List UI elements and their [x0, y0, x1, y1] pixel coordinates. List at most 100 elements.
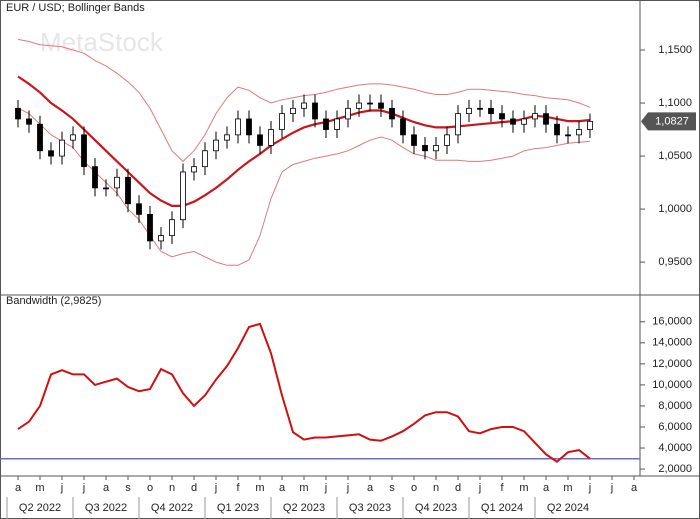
x-tick-label: m [563, 482, 572, 494]
bandwidth-line [17, 322, 591, 463]
candle-body [356, 102, 362, 109]
candle-body [48, 150, 54, 157]
candle-body [367, 102, 373, 105]
candle-body [466, 107, 472, 115]
candle-body [400, 118, 406, 136]
candle-body [422, 145, 428, 152]
candle-body [290, 107, 296, 115]
candle-body [444, 134, 450, 146]
candle-body [70, 134, 76, 141]
y-tick-label: 1,1000 [658, 97, 692, 109]
x-tick-label: a [543, 482, 550, 494]
candle-body [268, 129, 274, 146]
candle-body [26, 118, 32, 125]
candle-body [147, 213, 153, 242]
last-price-label: 1,0827 [655, 115, 689, 127]
x-tick-label: a [279, 482, 286, 494]
x-tick-label: n [433, 482, 439, 494]
quarter-label: Q3 2023 [349, 502, 391, 514]
candle-body [323, 118, 329, 130]
x-tick-label: j [346, 482, 349, 494]
candle-body [565, 134, 571, 137]
candle-body [103, 187, 109, 190]
x-tick-label: j [588, 482, 591, 494]
candle-body [191, 166, 197, 173]
quarter-label: Q2 2022 [19, 502, 61, 514]
candle-body [477, 107, 483, 110]
quarter-label: Q2 2023 [283, 502, 325, 514]
panel-title: Bandwidth (2,9825) [6, 295, 101, 307]
candle-body [455, 113, 461, 136]
candle-body [279, 113, 285, 130]
quarter-label: Q2 2024 [547, 502, 589, 514]
candle-body [488, 107, 494, 115]
x-tick-label: a [367, 482, 374, 494]
x-tick-label: o [411, 482, 417, 494]
candle-body [213, 139, 219, 152]
candle-body [246, 118, 252, 136]
y-tick-label: 8,0000 [658, 400, 692, 412]
quarter-label: Q4 2022 [151, 502, 193, 514]
x-tick-label: s [125, 482, 131, 494]
candle-body [312, 102, 318, 120]
candle-body [59, 139, 65, 157]
candle-body [235, 118, 241, 136]
candle-body [521, 118, 527, 125]
candle-body [499, 113, 505, 120]
candle-body [180, 171, 186, 221]
chart-title: EUR / USD; Bollinger Bands [6, 2, 145, 14]
x-tick-label: a [15, 482, 22, 494]
quarter-label: Q1 2023 [217, 502, 259, 514]
x-tick-label: o [147, 482, 153, 494]
candle-body [532, 113, 538, 120]
candle-body [158, 235, 164, 242]
candle-body [114, 176, 120, 189]
candle-body [334, 118, 340, 130]
candle-body [224, 134, 230, 141]
y-tick-label: 1,0500 [658, 150, 692, 162]
x-tick-label: j [610, 482, 613, 494]
candle-body [92, 166, 98, 189]
x-tick-label: m [35, 482, 44, 494]
x-tick-label: d [191, 482, 197, 494]
watermark: MetaStock [40, 27, 164, 57]
candle-body [257, 134, 263, 146]
x-tick-label: a [103, 482, 110, 494]
y-tick-label: 1,1500 [658, 44, 692, 56]
candle-body [125, 176, 131, 205]
candle-body [554, 123, 560, 136]
band-line [17, 75, 591, 207]
y-tick-label: 12,0000 [652, 358, 692, 370]
x-tick-label: m [255, 482, 264, 494]
candle-body [411, 134, 417, 146]
y-tick-label: 2,0000 [658, 463, 692, 475]
x-tick-label: f [500, 482, 504, 494]
candle-body [136, 203, 142, 215]
quarter-label: Q4 2023 [415, 502, 457, 514]
x-tick-label: j [478, 482, 481, 494]
x-tick-label: s [389, 482, 395, 494]
candle-body [202, 150, 208, 168]
y-tick-label: 14,0000 [652, 337, 692, 349]
candle-body [378, 102, 384, 109]
x-tick-label: j [60, 482, 63, 494]
y-tick-label: 4,0000 [658, 442, 692, 454]
candle-body [37, 123, 43, 152]
x-tick-label: d [455, 482, 461, 494]
candle-body [510, 118, 516, 125]
candle-body [587, 120, 593, 130]
x-tick-label: n [169, 482, 175, 494]
candle-body [576, 129, 582, 136]
quarter-label: Q3 2022 [85, 502, 127, 514]
x-tick-label: j [82, 482, 85, 494]
last-price-box [641, 112, 696, 131]
x-tick-label: j [214, 482, 217, 494]
x-tick-label: j [324, 482, 327, 494]
candle-body [543, 113, 549, 125]
candle-body [433, 145, 439, 152]
x-tick-label: m [519, 482, 528, 494]
x-tick-label: f [236, 482, 240, 494]
y-tick-label: 6,0000 [658, 421, 692, 433]
candle-body [389, 107, 395, 120]
